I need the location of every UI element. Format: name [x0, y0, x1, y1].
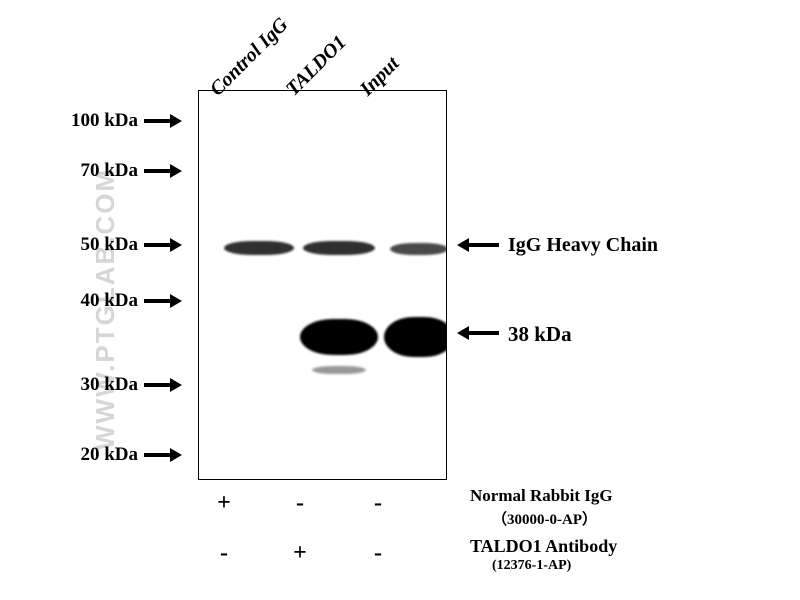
reagent-cell: -: [280, 490, 320, 517]
band-annotation: IgG Heavy Chain: [508, 234, 658, 257]
blot-band: [224, 241, 294, 255]
arrow-right-icon: [144, 244, 180, 245]
mw-marker-label: 20 kDa: [28, 444, 138, 466]
reagent-name: Normal Rabbit IgG: [470, 486, 613, 506]
arrow-right-icon: [144, 120, 180, 121]
arrow-right-icon: [144, 300, 180, 301]
reagent-catalog: (12376-1-AP): [492, 558, 571, 574]
figure-container: WWW.PTGLAB.COM 100 kDa70 kDa50 kDa40 kDa…: [0, 0, 800, 600]
mw-marker-label: 100 kDa: [28, 110, 138, 132]
blot-band: [303, 241, 375, 255]
blot-band: [384, 317, 447, 357]
blot-band: [300, 319, 378, 355]
arrow-right-icon: [144, 170, 180, 171]
lane-header: Control IgG: [206, 14, 293, 101]
reagent-cell: -: [204, 540, 244, 567]
reagent-cell: +: [204, 490, 244, 517]
arrow-right-icon: [144, 454, 180, 455]
blot-band: [312, 366, 366, 374]
arrow-left-icon: [459, 332, 499, 333]
blot-band: [390, 243, 447, 255]
blot-membrane: [198, 90, 447, 480]
arrow-left-icon: [459, 244, 499, 245]
mw-marker-label: 70 kDa: [28, 160, 138, 182]
mw-marker-label: 30 kDa: [28, 374, 138, 396]
mw-marker-label: 50 kDa: [28, 234, 138, 256]
reagent-name: TALDO1 Antibody: [470, 536, 617, 557]
band-annotation: 38 kDa: [508, 322, 572, 347]
reagent-cell: -: [358, 540, 398, 567]
mw-marker-label: 40 kDa: [28, 290, 138, 312]
reagent-cell: -: [358, 490, 398, 517]
arrow-right-icon: [144, 384, 180, 385]
reagent-catalog: （30000-0-AP）: [492, 508, 597, 529]
reagent-cell: +: [280, 540, 320, 567]
